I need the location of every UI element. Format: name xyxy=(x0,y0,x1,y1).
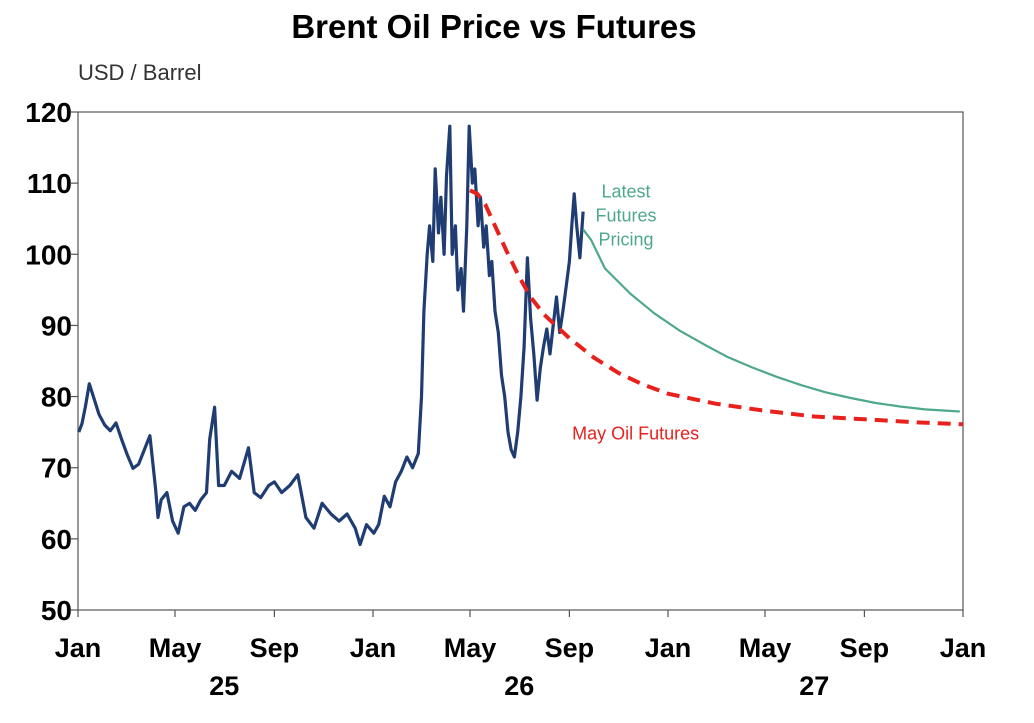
x-tick-label: Jan xyxy=(940,633,987,663)
x-tick-label: May xyxy=(444,633,497,663)
y-tick-label: 90 xyxy=(41,310,72,341)
annotation-label-1: Latest Futures Pricing xyxy=(595,181,656,249)
y-tick-label: 80 xyxy=(41,382,72,413)
x-tick-label: Sep xyxy=(250,633,300,663)
series-line-2 xyxy=(582,228,960,413)
x-axis: Jan May Sep Jan May Sep Jan May Sep Jan 25 26 27 xyxy=(55,610,987,701)
x-tick-label: May xyxy=(739,633,792,663)
x-year-label: 27 xyxy=(799,671,829,701)
y-axis: 120 110 100 90 80 70 60 50 xyxy=(25,97,78,626)
y-tick-label: 120 xyxy=(25,97,72,128)
series-line-1 xyxy=(77,124,585,547)
y-tick-label: 70 xyxy=(41,453,72,484)
x-tick-label: Jan xyxy=(645,633,692,663)
x-tick-label: Jan xyxy=(350,633,397,663)
x-tick-label: Sep xyxy=(545,633,595,663)
annotation-label-2: May Oil Futures xyxy=(572,423,699,443)
chart-title: Brent Oil Price vs Futures xyxy=(291,8,696,45)
y-tick-label: 100 xyxy=(25,239,72,270)
y-tick-label: 60 xyxy=(41,524,72,555)
y-tick-label: 110 xyxy=(27,168,72,199)
annotations-layer: Latest Futures Pricing May Oil Futures xyxy=(572,181,699,443)
x-tick-label: Jan xyxy=(55,633,102,663)
y-tick-label: 50 xyxy=(41,595,72,626)
x-tick-label: May xyxy=(149,633,202,663)
series-line-3 xyxy=(469,188,964,427)
x-tick-label: Sep xyxy=(840,633,890,663)
series-layer xyxy=(77,124,964,547)
plot-area xyxy=(77,111,964,611)
y-axis-unit-label: USD / Barrel xyxy=(78,60,201,85)
x-year-label: 26 xyxy=(504,671,534,701)
x-year-label: 25 xyxy=(209,671,239,701)
